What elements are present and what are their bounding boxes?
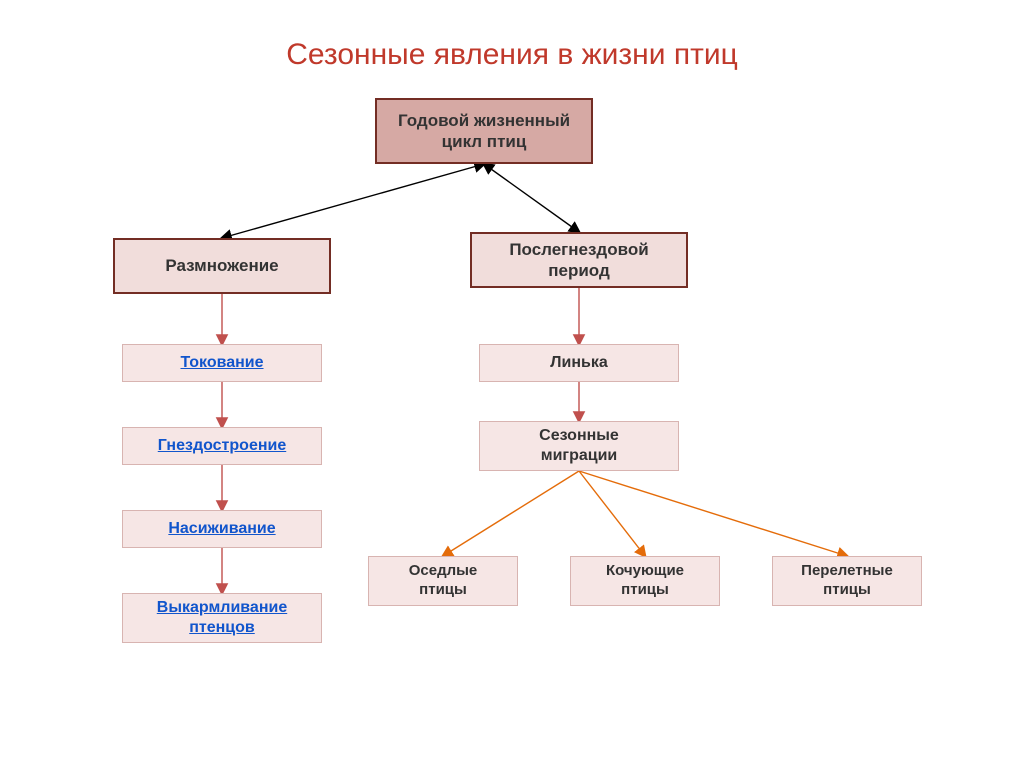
root-node: Годовой жизненныйцикл птиц xyxy=(375,98,593,164)
branch-left-label: Размножение xyxy=(165,255,278,276)
left-child-0-label[interactable]: Токование xyxy=(180,353,263,373)
page-title: Сезонные явления в жизни птиц xyxy=(0,38,1024,72)
right-child-1-label: Сезонныемиграции xyxy=(539,426,619,466)
left-child-2-label[interactable]: Насиживание xyxy=(168,519,275,539)
left-child-3-label[interactable]: Выкармливаниептенцов xyxy=(157,598,287,638)
branch-right: Послегнездовойпериод xyxy=(470,232,688,288)
left-child-0: Токование xyxy=(122,344,322,382)
leaf-2: Перелетныептицы xyxy=(772,556,922,606)
leaf-0: Оседлыептицы xyxy=(368,556,518,606)
leaf-0-label: Оседлыептицы xyxy=(409,562,478,600)
right-child-0-label: Линька xyxy=(550,353,607,373)
root-label: Годовой жизненныйцикл птиц xyxy=(398,110,570,153)
leaf-1: Кочующиептицы xyxy=(570,556,720,606)
left-child-1: Гнездостроение xyxy=(122,427,322,465)
leaf-2-label: Перелетныептицы xyxy=(801,562,893,600)
branch-right-label: Послегнездовойпериод xyxy=(509,239,648,282)
left-child-2: Насиживание xyxy=(122,510,322,548)
left-child-3: Выкармливаниептенцов xyxy=(122,593,322,643)
leaf-1-label: Кочующиептицы xyxy=(606,562,684,600)
left-child-1-label[interactable]: Гнездостроение xyxy=(158,436,286,456)
right-child-0: Линька xyxy=(479,344,679,382)
branch-left: Размножение xyxy=(113,238,331,294)
right-child-1: Сезонныемиграции xyxy=(479,421,679,471)
